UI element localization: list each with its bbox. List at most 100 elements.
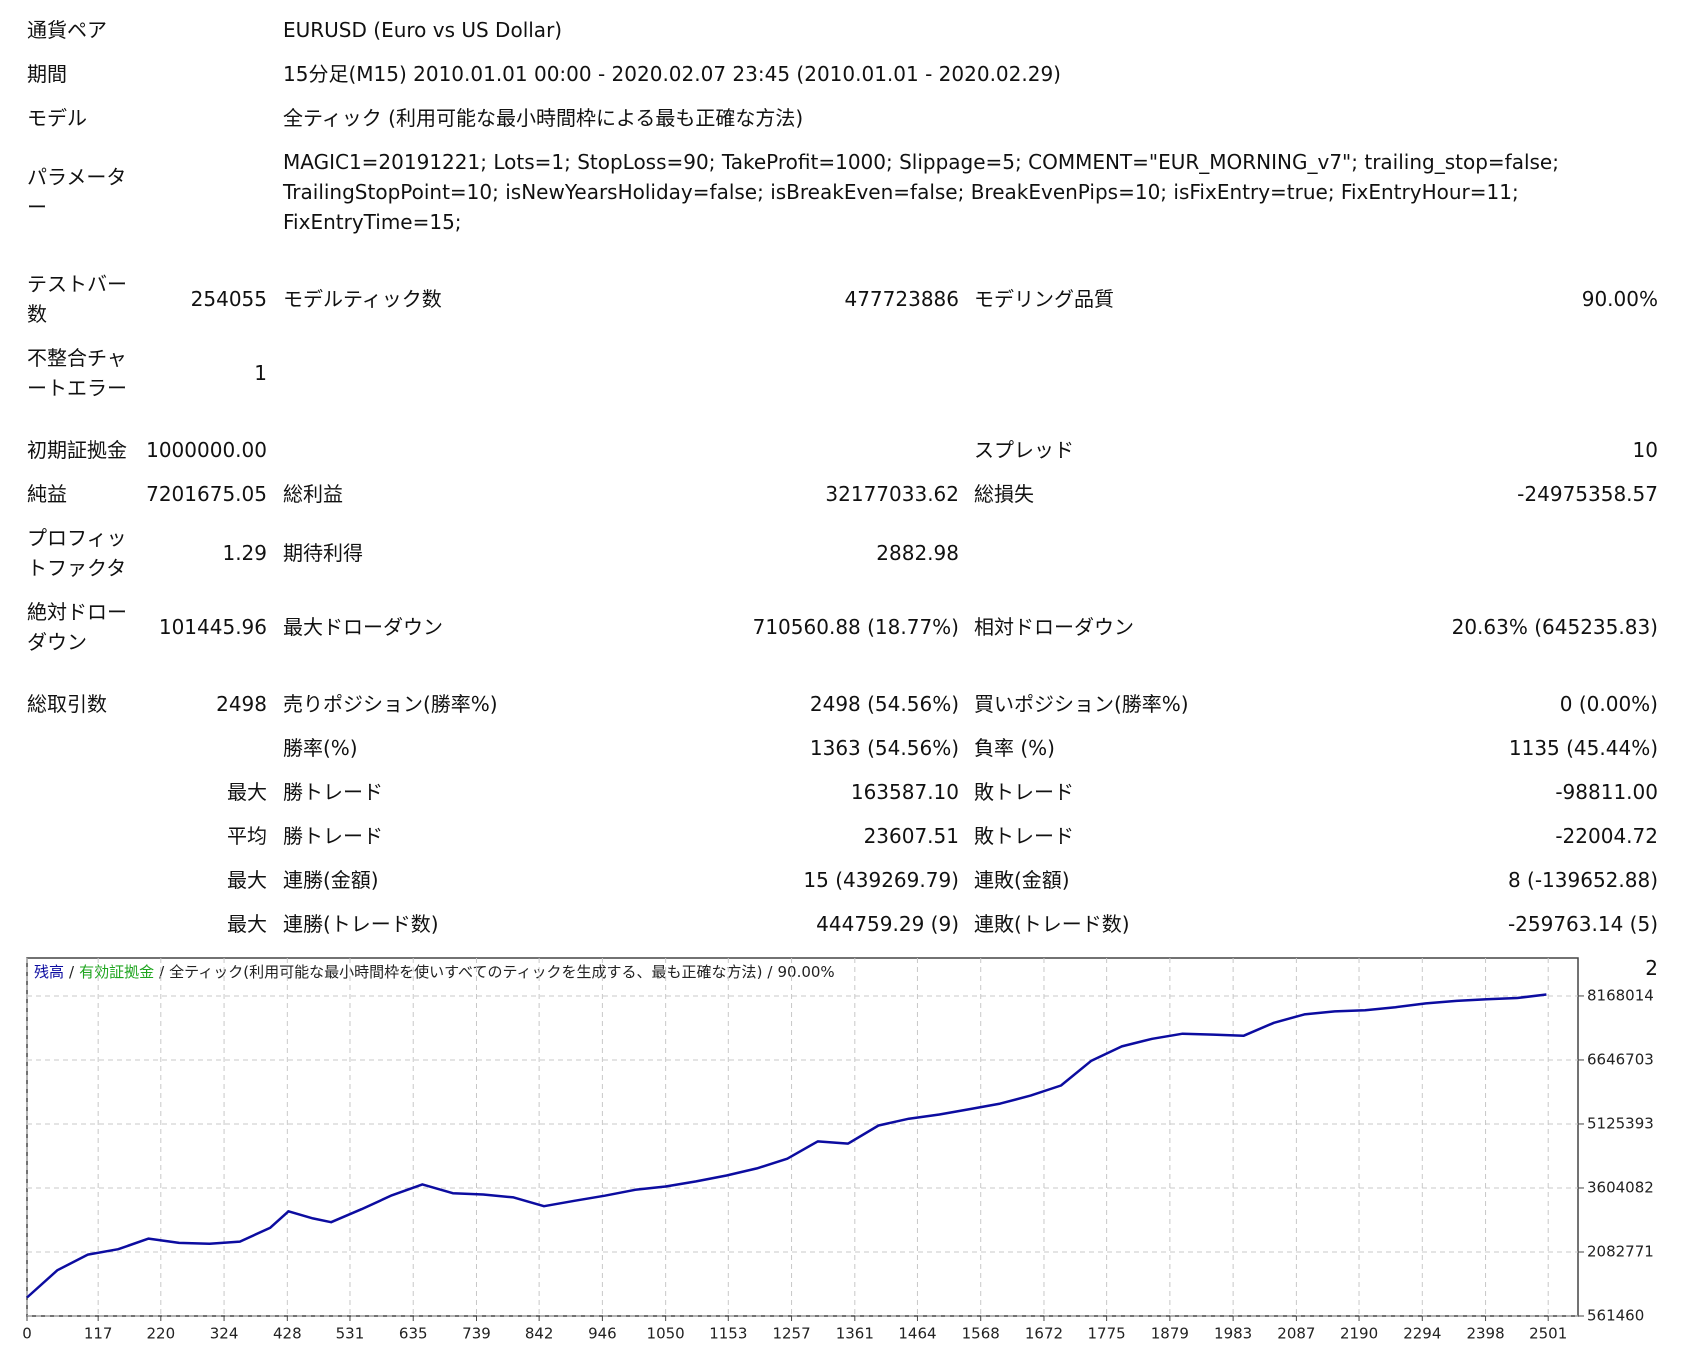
row-label: パラメーター [27,165,127,219]
x-tick-label: 428 [273,1325,302,1343]
report-row: 不整合チャートエラー 1 [0,336,1686,410]
row-value: 1135 (45.44%) [1508,736,1658,760]
x-tick-label: 1050 [647,1325,685,1343]
y-tick-label: 3604082 [1587,1178,1654,1196]
y-tick-label: 5125393 [1587,1114,1654,1132]
x-tick-label: 2398 [1466,1325,1504,1343]
x-tick-label: 635 [399,1325,428,1343]
row-value: 1.29 [222,541,267,565]
report-row: 平均 勝トレード 23607.51 敗トレード -22004.72 [0,814,1686,858]
report-row: 最大 勝トレード 163587.10 敗トレード -98811.00 [0,770,1686,814]
x-tick-label: 117 [84,1325,113,1343]
row-value: 8 (-139652.88) [1507,868,1658,892]
report-row: 純益 7201675.05 総利益 32177033.62 総損失 -24975358.5… [0,472,1686,516]
legend-model: 全ティック(利用可能な最小時間枠を使いすべてのティックを生成する、最も正確な方法… [169,963,762,981]
row-value: 2498 (54.56%) [809,692,959,716]
row-value: 15 (439269.79) [803,868,959,892]
row-value: 最大 [227,868,267,892]
report-row: 通貨ペア EURUSD (Euro vs US Dollar) [0,8,1686,52]
row-value: 15分足(M15) 2010.01.01 00:00 - 2020.02.07 … [283,62,1061,86]
row-value: 10 [1632,438,1658,462]
row-value: 444759.29 (9) [816,912,959,936]
plot-frame [26,957,1579,1317]
x-tick-label: 2501 [1529,1325,1567,1343]
report-row: 期間 15分足(M15) 2010.01.01 00:00 - 2020.02.0… [0,52,1686,96]
row-label: モデル [27,106,87,130]
row-value: -24975358.57 [1517,482,1658,506]
x-tick-label: 842 [525,1325,554,1343]
row-value: 90.00% [1581,287,1658,311]
row-label: テストバー数 [27,272,127,326]
row-label: 総取引数 [27,692,107,716]
y-tick-label: 8168014 [1587,986,1654,1004]
row-label: 勝トレード [283,824,383,848]
x-tick-label: 1672 [1025,1325,1063,1343]
row-label: モデルティック数 [283,287,442,311]
row-label: 最大ドローダウン [283,615,443,639]
row-label: 連勝(トレード数) [283,912,439,936]
row-value: 最大 [227,912,267,936]
x-tick-label: 946 [588,1325,617,1343]
x-tick-label: 739 [462,1325,491,1343]
row-label: モデリング品質 [974,287,1114,311]
row-label: 連勝(金額) [283,868,379,892]
x-tick-label: 1879 [1151,1325,1189,1343]
row-value: 平均 [227,824,267,848]
row-label: 純益 [27,482,67,506]
x-tick-label: 0 [22,1325,32,1343]
row-label: 初期証拠金 [27,438,127,462]
report-row: モデル 全ティック (利用可能な最小時間枠による最も正確な方法) [0,96,1686,140]
report-group: 通貨ペア EURUSD (Euro vs US Dollar) 期間 15分足(M15… [0,8,1686,244]
legend-separator: / [69,963,75,981]
report-row: テストバー数 254055 モデルティック数 477723886 モデリング品質 90.0… [0,262,1686,336]
report-row: 最大 連勝(トレード数) 444759.29 (9) 連敗(トレード数) -259763… [0,902,1686,946]
row-value: 20.63% (645235.83) [1451,615,1658,639]
row-value: 2 [1645,956,1658,980]
legend-separator: / [159,963,165,981]
row-label: 連敗(トレード数) [974,912,1130,936]
row-value: 710560.88 (18.77%) [752,615,959,639]
legend-equity: 有効証拠金 [79,963,154,981]
x-tick-label: 1153 [709,1325,747,1343]
row-label: 相対ドローダウン [974,615,1134,639]
report-group: 初期証拠金 1000000.00 スプレッド 10 純益 7201675.05 総利益 321… [0,428,1686,664]
x-tick-label: 220 [146,1325,175,1343]
row-value: 最大 [227,780,267,804]
row-value: MAGIC1=20191221; Lots=1; StopLoss=90; Ta… [283,150,1559,234]
x-tick-label: 2087 [1277,1325,1315,1343]
legend-quality: 90.00% [777,963,834,981]
row-label: 総損失 [974,482,1034,506]
row-value: -22004.72 [1555,824,1658,848]
legend-balance: 残高 [34,963,64,981]
row-value: -98811.00 [1555,780,1658,804]
row-value: 0 (0.00%) [1559,692,1658,716]
y-tick-label: 561460 [1587,1307,1644,1325]
x-tick-label: 2190 [1340,1325,1378,1343]
row-value: -259763.14 (5) [1507,912,1658,936]
x-tick-label: 531 [336,1325,365,1343]
row-value: 7201675.05 [146,482,267,506]
x-tick-label: 1361 [836,1325,874,1343]
row-value: 1363 (54.56%) [809,736,959,760]
report-group: 総取引数 2498 売りポジション(勝率%) 2498 (54.56%) 買いポジション… [0,682,1686,990]
row-value: 1000000.00 [146,438,267,462]
report-row: 総取引数 2498 売りポジション(勝率%) 2498 (54.56%) 買いポジション… [0,682,1686,726]
row-label: 総利益 [283,482,343,506]
report-row: パラメーター MAGIC1=20191221; Lots=1; StopLoss=… [0,140,1686,244]
row-value: 全ティック (利用可能な最小時間枠による最も正確な方法) [283,106,804,130]
report-group: テストバー数 254055 モデルティック数 477723886 モデリング品質 90.0… [0,262,1686,410]
x-tick-label: 2294 [1403,1325,1441,1343]
x-tick-label: 1983 [1214,1325,1252,1343]
row-label: スプレッド [974,438,1074,462]
row-label: プロフィットファクタ [27,526,127,580]
balance-chart: 残高 / 有効証拠金 / 全ティック(利用可能な最小時間枠を使いすべてのティックを生成す… [22,957,1654,1343]
row-label: 勝トレード [283,780,383,804]
x-tick-label: 1464 [898,1325,936,1343]
row-value: EURUSD (Euro vs US Dollar) [283,18,563,42]
row-label: 敗トレード [974,780,1074,804]
report-row: 初期証拠金 1000000.00 スプレッド 10 [0,428,1686,472]
report-row: プロフィットファクタ 1.29 期待利得 2882.98 [0,516,1686,590]
row-value: 254055 [190,287,267,311]
report: 通貨ペア EURUSD (Euro vs US Dollar) 期間 15分足(M15… [0,8,1686,1008]
